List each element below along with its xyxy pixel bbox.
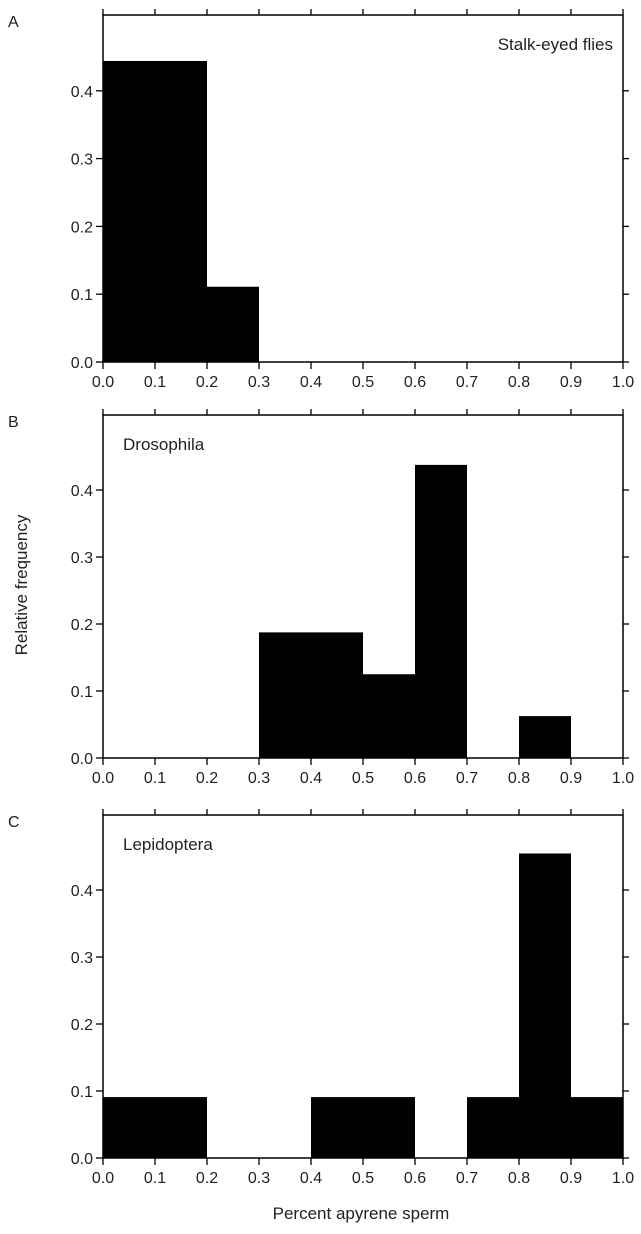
x-tick-label: 0.3 xyxy=(248,374,270,391)
x-tick-label: 0.9 xyxy=(560,770,582,787)
panel-title: Stalk-eyed flies xyxy=(498,35,613,54)
y-tick-label: 0.4 xyxy=(71,483,93,500)
y-tick-label: 0.1 xyxy=(71,287,93,304)
x-tick-label: 0.7 xyxy=(456,770,478,787)
x-tick-label: 0.3 xyxy=(248,770,270,787)
y-tick-label: 0.1 xyxy=(71,684,93,701)
x-tick-label: 0.4 xyxy=(300,770,322,787)
x-tick-label: 0.8 xyxy=(508,1170,530,1187)
x-tick-label: 1.0 xyxy=(612,374,634,391)
panel-title: Drosophila xyxy=(123,435,205,454)
y-axis-label: Relative frequency xyxy=(12,514,31,655)
y-tick-label: 0.4 xyxy=(71,84,93,101)
y-tick-label: 0.3 xyxy=(71,152,93,169)
y-tick-label: 0.4 xyxy=(71,883,93,900)
x-tick-label: 0.1 xyxy=(144,1170,166,1187)
histogram-bar xyxy=(363,674,415,758)
y-tick-label: 0.1 xyxy=(71,1084,93,1101)
x-tick-label: 0.4 xyxy=(300,374,322,391)
y-tick-label: 0.0 xyxy=(71,751,93,768)
histogram-bar xyxy=(467,1097,519,1158)
y-tick-label: 0.3 xyxy=(71,950,93,967)
x-tick-label: 1.0 xyxy=(612,1170,634,1187)
panel-c: C 0.0 0.1 0.2 0.3 0.4 0.5 0.6 0.7 0.8 0.9 1.0 0.0 0.1… xyxy=(8,809,634,1187)
y-tick-label: 0.3 xyxy=(71,550,93,567)
x-tick-label: 0.8 xyxy=(508,770,530,787)
panel-title: Lepidoptera xyxy=(123,835,213,854)
histogram-bar xyxy=(519,853,571,1158)
panel-a: A 0.0 0.1 0.2 0.3 0.4 0.5 0.6 0.7 0.8 0.9 1.0 0.0 0.1… xyxy=(8,9,634,391)
histogram-bar xyxy=(259,632,363,758)
panels-group: A 0.0 0.1 0.2 0.3 0.4 0.5 0.6 0.7 0.8 0.9 1.0 0.0 0.1… xyxy=(8,9,634,1187)
x-tick-label: 0.1 xyxy=(144,770,166,787)
y-tick-label: 0.0 xyxy=(71,355,93,372)
x-tick-label: 0.2 xyxy=(196,770,218,787)
x-tick-label: 0.9 xyxy=(560,374,582,391)
y-tick-label: 0.2 xyxy=(71,1017,93,1034)
x-tick-label: 0.7 xyxy=(456,1170,478,1187)
x-tick-label: 0.0 xyxy=(92,374,114,391)
panel-letter: B xyxy=(8,414,19,431)
x-tick-label: 0.6 xyxy=(404,770,426,787)
y-tick-label: 0.0 xyxy=(71,1151,93,1168)
x-tick-label: 0.9 xyxy=(560,1170,582,1187)
x-tick-label: 0.1 xyxy=(144,374,166,391)
x-tick-label: 0.4 xyxy=(300,1170,322,1187)
x-axis-label: Percent apyrene sperm xyxy=(273,1204,450,1223)
x-tick-label: 0.6 xyxy=(404,1170,426,1187)
x-tick-label: 0.5 xyxy=(352,770,374,787)
x-tick-label: 0.2 xyxy=(196,1170,218,1187)
histogram-bar xyxy=(103,60,207,363)
x-tick-label: 0.0 xyxy=(92,1170,114,1187)
x-tick-label: 0.5 xyxy=(352,1170,374,1187)
x-tick-label: 0.8 xyxy=(508,374,530,391)
panel-letter: C xyxy=(8,814,20,831)
panel-b: B 0.0 0.1 0.2 0.3 0.4 0.5 0.6 0.7 0.8 0.9 1.0 0.0 0.1… xyxy=(8,409,634,787)
x-tick-label: 0.7 xyxy=(456,374,478,391)
x-tick-label: 0.3 xyxy=(248,1170,270,1187)
y-tick-label: 0.2 xyxy=(71,219,93,236)
histogram-bar xyxy=(103,1097,207,1158)
y-tick-label: 0.2 xyxy=(71,617,93,634)
panel-letter: A xyxy=(8,14,19,31)
x-tick-label: 0.5 xyxy=(352,374,374,391)
histogram-bar xyxy=(207,286,259,362)
x-tick-label: 0.6 xyxy=(404,374,426,391)
x-tick-label: 0.0 xyxy=(92,770,114,787)
x-tick-label: 0.2 xyxy=(196,374,218,391)
histogram-bar xyxy=(415,464,467,758)
histogram-bar xyxy=(519,716,571,758)
histogram-bar xyxy=(571,1097,623,1158)
histogram-bar xyxy=(311,1097,415,1158)
x-tick-label: 1.0 xyxy=(612,770,634,787)
